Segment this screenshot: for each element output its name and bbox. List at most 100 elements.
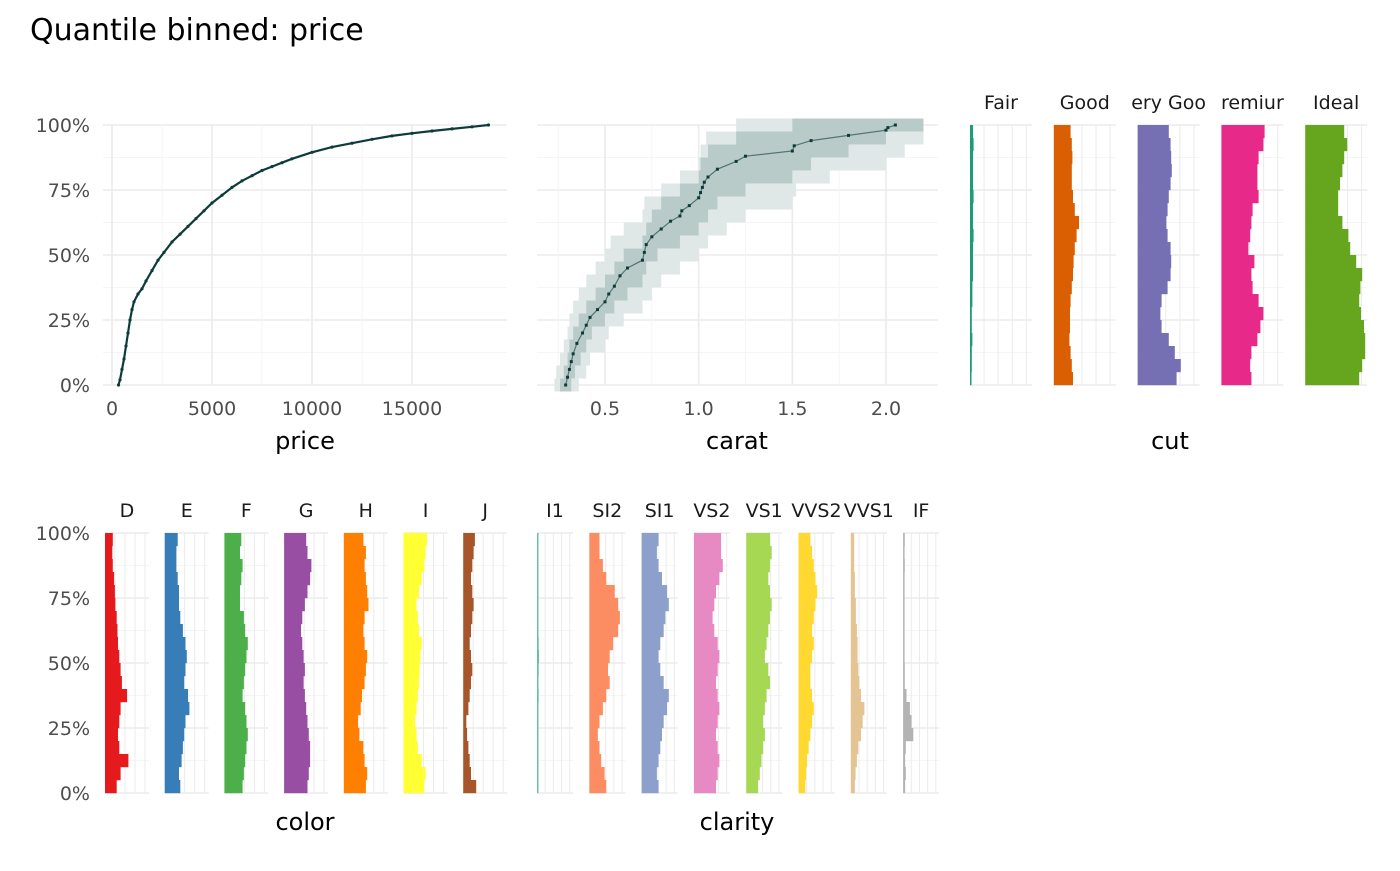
bar: [105, 624, 118, 638]
bar: [746, 702, 765, 716]
bar: [224, 663, 246, 677]
data-point: [122, 357, 126, 361]
median-point: [744, 154, 747, 158]
bar: [403, 663, 420, 677]
bar: [693, 715, 718, 729]
bar: [343, 702, 361, 716]
bar: [1137, 346, 1175, 360]
bar: [970, 138, 974, 152]
median-point: [596, 308, 600, 312]
bar: [641, 650, 659, 664]
facet-strip-label: SI1: [645, 500, 675, 522]
bar: [903, 585, 905, 599]
facet-strip-label: I: [423, 500, 429, 522]
bar: [1221, 177, 1258, 191]
bar: [1053, 372, 1073, 386]
bar: [1305, 216, 1343, 230]
median-point: [702, 180, 706, 184]
bar: [641, 637, 661, 651]
bar: [798, 611, 814, 625]
median-point: [847, 133, 851, 137]
bar: [641, 676, 664, 690]
data-point: [390, 134, 394, 138]
data-point: [194, 217, 198, 221]
bar: [1053, 346, 1071, 360]
bar: [1221, 125, 1265, 139]
bar: [1137, 359, 1181, 373]
median-point: [687, 204, 691, 208]
bar: [537, 676, 539, 690]
data-point: [156, 258, 160, 262]
bar: [903, 598, 905, 612]
bar: [463, 559, 473, 573]
bar: [224, 767, 244, 781]
bar: [537, 559, 539, 573]
bar: [463, 741, 469, 755]
bar: [1305, 333, 1366, 347]
bar: [105, 780, 117, 794]
bar: [1221, 320, 1261, 334]
bar: [1137, 190, 1169, 204]
bar: [463, 637, 470, 651]
x-axis-title: carat: [706, 427, 768, 455]
bar: [105, 546, 113, 560]
median-point: [886, 126, 890, 130]
bar: [1305, 190, 1339, 204]
band-50: [698, 170, 793, 184]
bar: [164, 611, 181, 625]
bar: [284, 533, 307, 547]
bar: [537, 728, 539, 742]
bar: [1137, 255, 1172, 269]
bar: [970, 190, 974, 204]
bar: [224, 546, 240, 560]
bar: [970, 203, 973, 217]
bar: [641, 598, 669, 612]
bar: [1305, 164, 1343, 178]
bar: [284, 572, 311, 586]
bar: [746, 546, 772, 560]
bar: [850, 780, 855, 794]
data-point: [486, 123, 491, 127]
y-tick-label: 100%: [36, 523, 90, 545]
median-point: [669, 219, 673, 223]
bar: [746, 637, 767, 651]
data-point: [186, 224, 190, 228]
bar: [746, 741, 764, 755]
bar: [1305, 346, 1366, 360]
bar: [403, 611, 418, 625]
bar: [1137, 320, 1162, 334]
bar: [403, 650, 421, 664]
bar: [1053, 164, 1072, 178]
bar: [403, 676, 420, 690]
bar: [641, 546, 657, 560]
bar: [343, 624, 364, 638]
y-tick-label: 75%: [48, 180, 90, 202]
bar: [105, 702, 121, 716]
bar: [403, 741, 418, 755]
bar: [746, 754, 762, 768]
bar: [224, 728, 248, 742]
bar: [693, 611, 713, 625]
x-tick-label: 1.0: [684, 398, 714, 420]
bar: [970, 242, 973, 256]
bar: [746, 663, 769, 677]
x-axis-title: clarity: [700, 808, 775, 836]
bar: [970, 294, 973, 308]
data-point: [144, 279, 148, 283]
bar: [403, 728, 417, 742]
bar: [284, 689, 305, 703]
bar: [164, 559, 177, 573]
bar: [1305, 177, 1340, 191]
bar: [463, 728, 468, 742]
median-point: [566, 375, 570, 379]
facet-strip-label: VVS1: [844, 500, 894, 522]
bar: [693, 624, 715, 638]
bar: [463, 715, 467, 729]
bar: [746, 533, 770, 547]
bar: [343, 663, 366, 677]
facet-strip-label: E: [181, 500, 193, 522]
band-50: [614, 261, 647, 275]
bar: [1221, 151, 1259, 165]
median-point: [706, 175, 710, 179]
bar: [1053, 138, 1072, 152]
